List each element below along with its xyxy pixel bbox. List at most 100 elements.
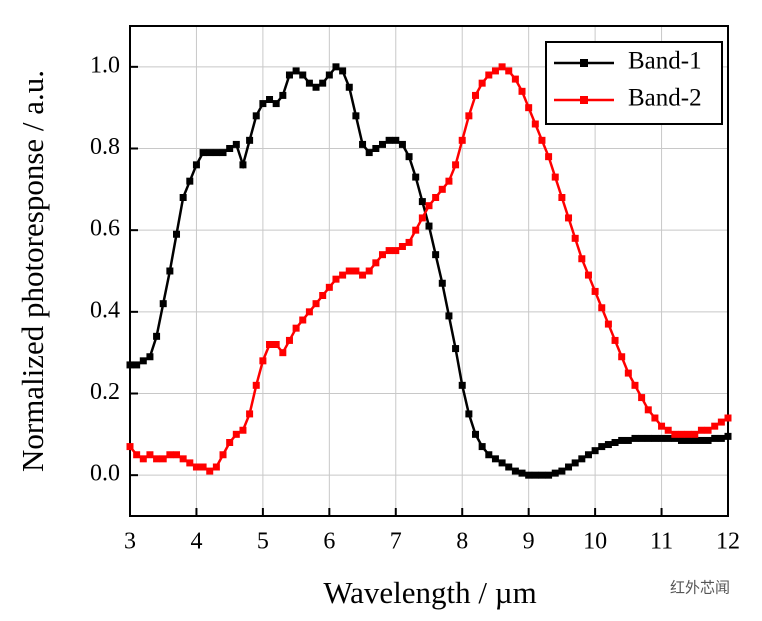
point-marker [677, 436, 685, 444]
point-marker [458, 136, 466, 144]
point-marker [691, 436, 699, 444]
series-line [130, 65, 729, 477]
point-marker [139, 357, 147, 365]
point-marker [644, 406, 652, 414]
point-marker [545, 471, 553, 479]
point-marker [405, 153, 413, 161]
point-marker [319, 79, 327, 87]
point-marker [525, 104, 533, 112]
point-marker [624, 436, 632, 444]
point-marker [531, 471, 539, 479]
point-marker [531, 120, 539, 128]
point-marker [571, 459, 579, 467]
point-marker [438, 185, 446, 193]
point-marker [159, 455, 167, 463]
point-marker [345, 267, 353, 275]
point-marker [611, 439, 619, 446]
point-marker [724, 432, 732, 440]
point-marker [133, 361, 141, 369]
point-marker [485, 451, 493, 459]
point-marker [372, 145, 380, 152]
point-marker [498, 459, 506, 467]
point-marker [618, 353, 626, 361]
point-marker [266, 341, 274, 348]
point-marker [372, 259, 380, 267]
point-marker [604, 320, 612, 328]
point-marker [352, 112, 360, 120]
point-marker [545, 153, 553, 161]
point-marker [292, 324, 300, 332]
x-tick-label: 5 [257, 529, 269, 555]
point-marker [398, 243, 406, 250]
point-marker [631, 434, 639, 442]
point-marker [412, 173, 420, 181]
point-marker [578, 455, 586, 463]
point-marker [677, 430, 685, 438]
x-tick-label: 11 [650, 529, 673, 555]
point-marker [332, 63, 340, 71]
y-tick-label: 0.6 [90, 216, 120, 242]
point-marker [405, 238, 413, 246]
point-marker [638, 434, 646, 442]
point-marker [285, 71, 293, 79]
point-marker [538, 136, 546, 144]
point-marker [598, 443, 606, 451]
point-marker [432, 251, 440, 259]
series-line [129, 65, 729, 473]
point-marker [279, 91, 287, 99]
point-marker [139, 455, 147, 463]
x-tick-label: 10 [583, 529, 607, 555]
point-marker [365, 267, 373, 275]
y-tick-label: 1.0 [90, 52, 120, 78]
point-marker [392, 136, 400, 144]
point-marker [153, 332, 161, 340]
point-marker [332, 275, 340, 283]
point-marker [525, 471, 533, 479]
point-marker [584, 271, 592, 279]
point-marker [126, 443, 134, 451]
point-marker [226, 439, 234, 446]
x-tick-label: 9 [523, 529, 535, 555]
point-marker [538, 471, 546, 479]
point-marker [664, 426, 672, 434]
point-marker [604, 441, 612, 449]
legend-marker [580, 59, 588, 67]
point-marker [658, 422, 666, 430]
point-marker [704, 436, 712, 444]
point-marker [671, 430, 679, 438]
point-marker [159, 300, 167, 308]
point-marker [664, 434, 672, 442]
point-marker [186, 177, 194, 185]
point-marker [359, 140, 367, 148]
point-marker [584, 451, 592, 459]
point-marker [511, 467, 519, 475]
point-marker [418, 214, 426, 222]
point-marker [571, 234, 579, 242]
x-tick-label: 4 [190, 529, 202, 555]
point-marker [505, 463, 513, 471]
point-marker [452, 161, 460, 169]
point-marker [272, 341, 280, 348]
point-marker [239, 161, 247, 169]
point-marker [186, 459, 194, 467]
point-marker [511, 75, 519, 83]
point-marker [624, 369, 632, 377]
y-tick-label: 0.4 [90, 297, 120, 323]
point-marker [717, 434, 725, 442]
point-marker [392, 247, 400, 255]
point-marker [299, 71, 307, 79]
point-marker [671, 434, 679, 442]
point-marker [252, 112, 260, 120]
point-marker [325, 71, 333, 79]
point-marker [591, 287, 599, 295]
point-marker [312, 300, 320, 308]
point-marker [246, 136, 254, 144]
point-marker [359, 271, 367, 279]
point-marker [425, 222, 433, 230]
point-marker [458, 381, 466, 389]
legend-label: Band-1 [628, 48, 702, 75]
point-marker [173, 230, 181, 238]
watermark: 红外芯闻 [670, 579, 730, 597]
point-marker [498, 63, 506, 71]
